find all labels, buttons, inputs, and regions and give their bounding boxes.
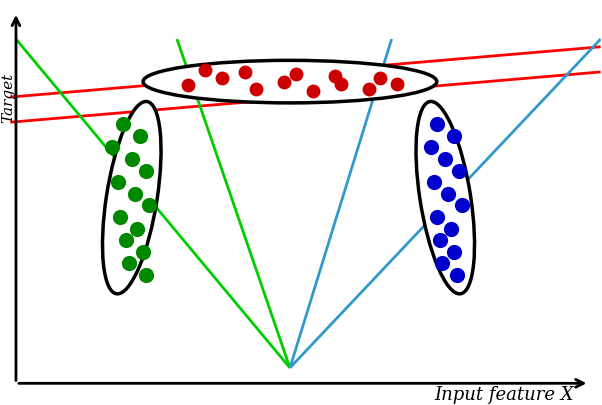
Point	[141, 272, 150, 279]
Ellipse shape	[416, 102, 474, 294]
Point	[432, 122, 442, 128]
Text: Input feature X: Input feature X	[435, 385, 574, 403]
Point	[141, 168, 150, 175]
Point	[455, 168, 464, 175]
Point	[240, 70, 250, 76]
Point	[251, 87, 261, 94]
Point	[426, 145, 436, 151]
Point	[441, 156, 450, 163]
Point	[449, 249, 459, 256]
Point	[116, 214, 125, 221]
Point	[138, 249, 148, 256]
Point	[217, 75, 227, 82]
Point	[330, 73, 340, 80]
Point	[432, 214, 442, 221]
Point	[308, 89, 317, 95]
Point	[443, 191, 453, 198]
Point	[429, 179, 439, 186]
Point	[449, 133, 459, 140]
Point	[135, 133, 145, 140]
Point	[376, 75, 385, 82]
Point	[124, 260, 134, 267]
Point	[144, 202, 154, 209]
Ellipse shape	[143, 61, 437, 104]
Point	[279, 79, 289, 85]
Point	[132, 226, 142, 232]
Point	[446, 226, 456, 232]
Point	[458, 202, 467, 209]
Point	[122, 237, 131, 244]
Point	[130, 191, 140, 198]
Point	[393, 81, 402, 87]
Point	[119, 122, 128, 128]
Point	[113, 179, 122, 186]
Point	[435, 237, 444, 244]
Text: Target: Target	[2, 73, 16, 123]
Point	[107, 145, 117, 151]
Ellipse shape	[102, 102, 161, 294]
Point	[291, 71, 300, 78]
Point	[127, 156, 137, 163]
Point	[184, 83, 193, 90]
Point	[364, 87, 374, 94]
Point	[200, 68, 210, 74]
Point	[438, 260, 447, 267]
Point	[336, 81, 346, 87]
Point	[452, 272, 461, 279]
